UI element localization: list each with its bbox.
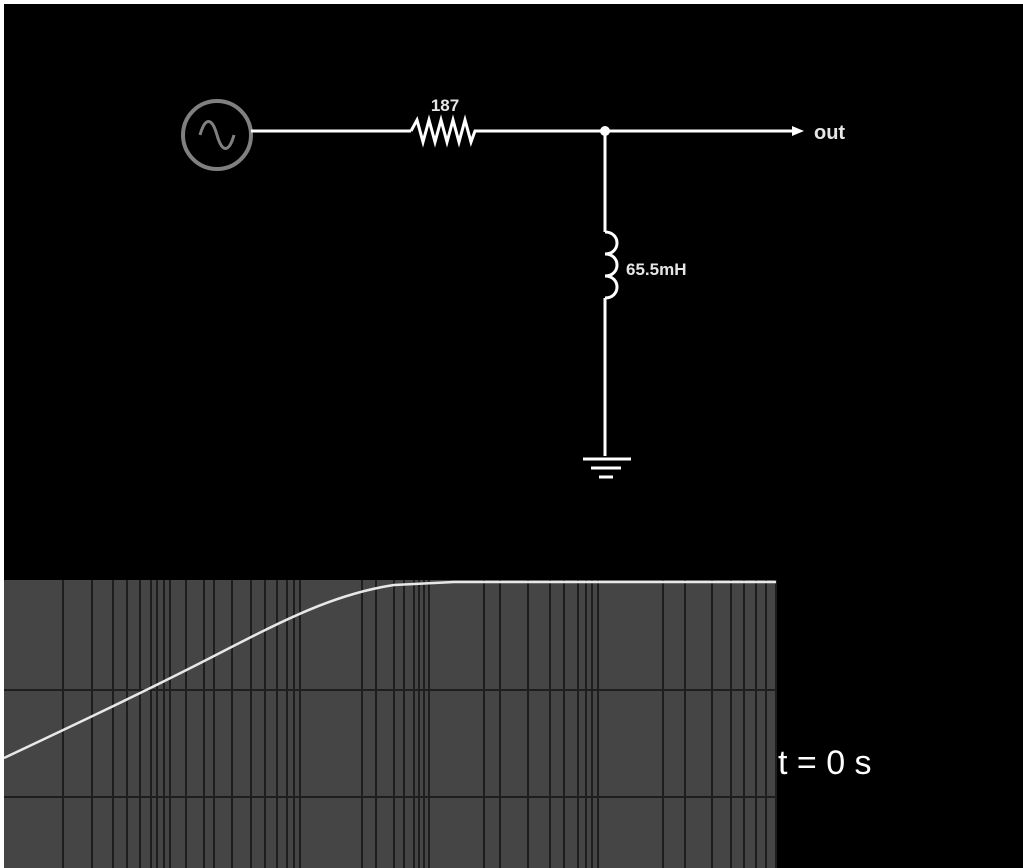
scope-grid bbox=[4, 580, 777, 868]
output-label[interactable]: out bbox=[814, 122, 845, 144]
resistor[interactable] bbox=[409, 114, 480, 148]
scope-panel[interactable] bbox=[4, 580, 777, 868]
resistor-label: 187 bbox=[431, 96, 459, 115]
circuit-diagram[interactable]: 187 out 65.5mH bbox=[4, 4, 1023, 868]
ground-icon[interactable] bbox=[583, 457, 631, 479]
scope-trace bbox=[4, 580, 776, 760]
simulator-canvas[interactable]: 187 out 65.5mH t = 0 s bbox=[4, 4, 1023, 868]
time-readout: t = 0 s bbox=[778, 744, 872, 782]
output-arrow bbox=[792, 126, 804, 136]
ac-source-icon[interactable] bbox=[181, 99, 253, 171]
inductor[interactable] bbox=[604, 230, 619, 300]
inductor-label: 65.5mH bbox=[626, 260, 686, 279]
junction-node bbox=[600, 126, 610, 136]
